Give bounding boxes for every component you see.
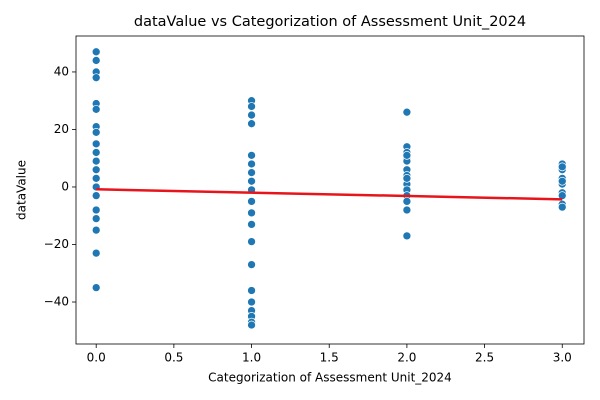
point (247, 197, 256, 206)
point (402, 174, 412, 183)
point (91, 156, 101, 166)
point (91, 47, 101, 57)
point (557, 191, 567, 200)
y-tick-label: −40 (44, 295, 69, 309)
x-tick-label: 2.5 (475, 351, 494, 365)
x-tick-label: 3.0 (553, 351, 572, 365)
point (91, 214, 101, 223)
point (247, 176, 256, 186)
x-tick-label: 2.0 (397, 351, 416, 365)
point (247, 150, 256, 160)
regression-line (96, 188, 563, 201)
y-tick-label: 0 (61, 179, 69, 193)
x-tick-label: 1.5 (320, 351, 339, 365)
plot-frame (75, 35, 585, 345)
point (402, 150, 412, 160)
point (91, 174, 101, 183)
point (91, 225, 101, 235)
point (247, 168, 256, 177)
point (247, 297, 256, 307)
point (557, 176, 567, 186)
point (91, 127, 101, 137)
point (91, 205, 101, 215)
point (557, 202, 567, 212)
x-axis-label: Categorization of Assessment Unit_2024 (208, 371, 452, 385)
point (91, 165, 101, 175)
point (247, 110, 256, 120)
point (247, 102, 256, 111)
point (91, 148, 101, 157)
point (91, 104, 101, 114)
point (247, 260, 256, 269)
point (91, 56, 101, 65)
y-tick-label: −20 (44, 237, 69, 251)
point (247, 119, 256, 129)
x-tick-label: 1.0 (242, 351, 261, 365)
y-tick-label: 20 (54, 122, 69, 136)
chart-title: dataValue vs Categorization of Assessmen… (134, 14, 526, 30)
point (247, 220, 256, 229)
point (91, 191, 101, 200)
point (91, 283, 101, 292)
point (247, 208, 256, 218)
y-axis-label: dataValue (15, 160, 29, 220)
point (91, 73, 101, 83)
point (402, 205, 412, 215)
point (91, 248, 101, 258)
point (91, 139, 101, 149)
point (247, 286, 256, 295)
point (402, 107, 412, 117)
point (247, 159, 256, 169)
x-tick-label: 0.5 (164, 351, 183, 365)
point (402, 231, 412, 241)
x-tick-label: 0.0 (87, 351, 106, 365)
point (247, 237, 256, 246)
point (402, 197, 412, 206)
point (557, 162, 567, 172)
point (247, 320, 256, 330)
y-tick-label: 40 (54, 64, 69, 78)
